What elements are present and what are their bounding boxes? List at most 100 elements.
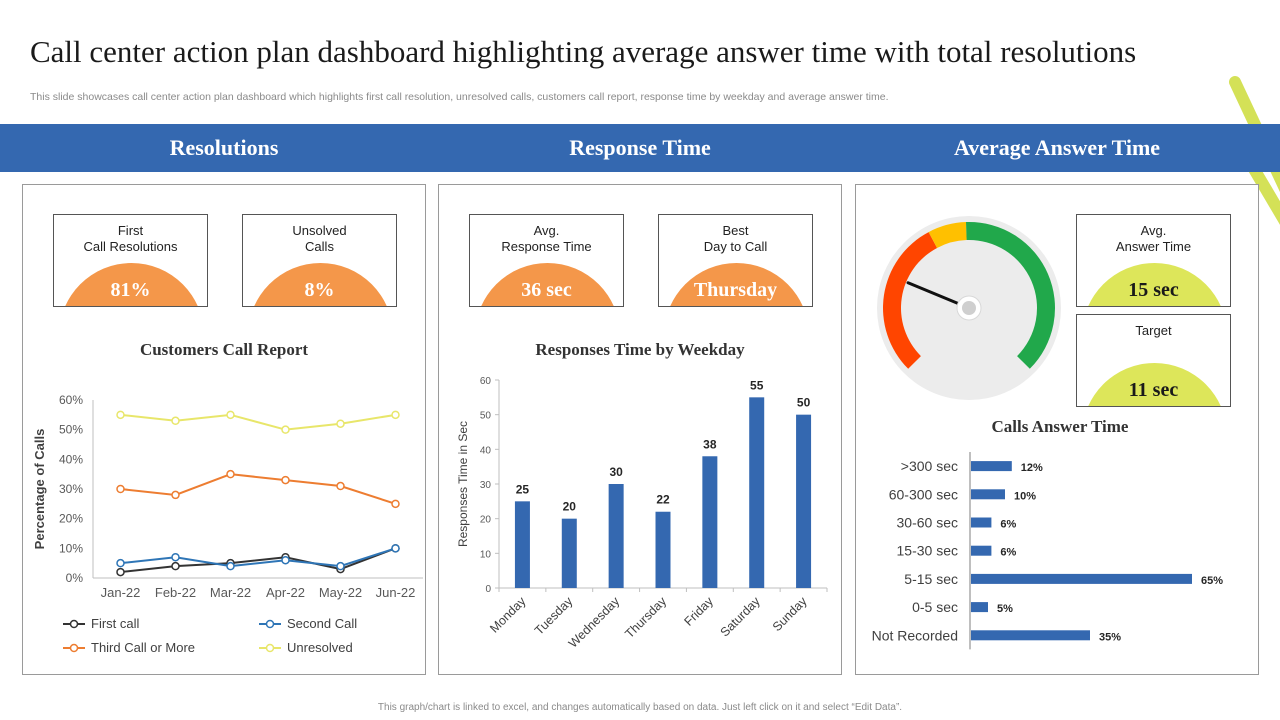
hbar-data-label: 6% xyxy=(1000,519,1016,531)
best-day-to-call-card: Best Day to Call Thursday xyxy=(658,214,813,307)
bar-chart-y-tick-label: 10 xyxy=(480,549,492,560)
series-line-unresolved xyxy=(120,413,396,431)
line-chart-x-tick-label: Apr-22 xyxy=(266,585,305,600)
data-point-unresolved xyxy=(171,416,180,426)
hbar-data-label: 5% xyxy=(997,603,1013,615)
bar-chart-x-tick-label: Saturday xyxy=(718,594,764,640)
data-point-third-call-or-more xyxy=(336,481,345,491)
bar-chart-y-tick-label: 0 xyxy=(485,584,491,595)
hbar-category-label: Not Recorded xyxy=(872,627,958,643)
data-point-unresolved xyxy=(391,410,400,420)
bar-thursday xyxy=(655,511,671,588)
calls-answer-time-title: Calls Answer Time xyxy=(991,417,1129,436)
customers-call-report-title: Customers Call Report xyxy=(139,340,309,359)
section-header-band: Resolutions Response Time Average Answer… xyxy=(0,124,1280,172)
avg-response-time-label: Avg. Response Time xyxy=(501,223,592,254)
page-title: Call center action plan dashboard highli… xyxy=(30,34,1137,69)
data-point-second-call xyxy=(281,555,290,565)
gauge-yellow-zone xyxy=(928,222,967,248)
target-label: Target xyxy=(1135,323,1172,338)
responses-time-by-weekday-title: Responses Time by Weekday xyxy=(535,340,745,359)
legend-item-unresolved: Unresolved xyxy=(259,640,353,655)
data-point-unresolved xyxy=(116,410,125,420)
target-card: Target 11 sec xyxy=(1076,314,1231,407)
hbar-data-label: 6% xyxy=(1000,547,1016,559)
bar-chart-y-axis-label: Responses Time in Sec xyxy=(456,421,470,547)
best-day-to-call-label: Best Day to Call xyxy=(703,223,768,254)
gauge-green-zone xyxy=(965,222,1055,369)
bar-data-label: 22 xyxy=(656,493,670,507)
data-point-second-call xyxy=(391,544,400,553)
hbar-300-sec xyxy=(971,461,1012,472)
hbar-data-label: 10% xyxy=(1014,490,1036,502)
legend-label: Third Call or More xyxy=(91,640,195,655)
legend-label: First call xyxy=(91,616,140,631)
hbar-not-recorded xyxy=(971,630,1090,641)
line-chart-y-tick-label: 10% xyxy=(59,541,83,555)
bar-chart-y-tick-label: 20 xyxy=(480,515,492,526)
line-chart-y-tick-label: 50% xyxy=(59,423,83,437)
legend-item-first-call: First call xyxy=(63,616,140,631)
line-chart-x-tick-label: Jan-22 xyxy=(101,585,141,600)
avg-answer-time-value: 15 sec xyxy=(1128,279,1179,301)
data-point-third-call-or-more xyxy=(281,475,290,485)
calls-answer-time-chart: >300 sec 12% 60-300 sec 10% 30-60 sec 6% 15-30… xyxy=(872,452,1223,650)
hbar-data-label: 35% xyxy=(1099,631,1121,643)
hbar-category-label: 30-60 sec xyxy=(897,515,958,531)
bar-wednesday xyxy=(608,484,624,588)
legend-marker xyxy=(265,619,275,629)
legend-marker xyxy=(69,643,79,653)
line-chart-x-tick-label: May-22 xyxy=(319,585,362,600)
first-call-resolutions-value: 81% xyxy=(110,279,151,301)
line-chart-x-tick-label: Mar-22 xyxy=(210,585,251,600)
page-subtitle: This slide showcases call center action … xyxy=(30,91,889,103)
average-answer-time-panel: Avg. Answer Time 15 sec Target 11 sec Ca… xyxy=(855,184,1259,675)
hbar-0-5-sec xyxy=(971,602,988,613)
avg-answer-time-card: Avg. Answer Time 15 sec xyxy=(1076,214,1231,307)
bar-chart-x-tick-label: Wednesday xyxy=(566,594,623,651)
series-line-second-call xyxy=(120,547,396,568)
legend-item-third-call-or-more: Third Call or More xyxy=(63,640,195,655)
bar-data-label: 25 xyxy=(516,482,530,496)
gauge-red-zone xyxy=(883,232,938,369)
hbar-category-label: 5-15 sec xyxy=(904,571,958,587)
bar-chart-x-tick-label: Thursday xyxy=(622,594,669,641)
data-point-first-call xyxy=(171,561,180,571)
unsolved-calls-label: Unsolved Calls xyxy=(292,223,347,254)
bar-chart-x-tick-label: Friday xyxy=(682,594,717,629)
section-average-answer-time-title: Average Answer Time xyxy=(953,135,1161,160)
data-point-third-call-or-more xyxy=(226,469,235,479)
line-chart-x-tick-label: Jun-22 xyxy=(376,585,416,600)
hbar-category-label: >300 sec xyxy=(901,458,958,474)
best-day-to-call-value: Thursday xyxy=(693,279,778,301)
hbar-data-label: 65% xyxy=(1201,575,1223,587)
bar-chart-y-tick-label: 40 xyxy=(480,445,492,456)
series-line-third-call-or-more xyxy=(120,473,396,505)
line-chart-x-tick-label: Feb-22 xyxy=(155,585,196,600)
first-call-resolutions-card: First Call Resolutions 81% xyxy=(53,214,208,307)
bar-saturday xyxy=(749,397,765,588)
target-value: 11 sec xyxy=(1128,379,1179,401)
bar-sunday xyxy=(796,414,812,588)
section-response-time-title: Response Time xyxy=(569,135,711,160)
hbar-data-label: 12% xyxy=(1021,462,1043,474)
section-resolutions-title: Resolutions xyxy=(169,135,279,160)
bar-chart-y-tick-label: 60 xyxy=(480,376,492,387)
bar-chart-x-tick-label: Sunday xyxy=(770,594,810,634)
customers-call-report-chart: 0% 10% 20% 30% 40% 50% 60% Jan-22 Feb-22 Mar-22 Ap… xyxy=(32,393,423,655)
hbar-category-label: 60-300 sec xyxy=(889,486,958,502)
data-point-second-call xyxy=(171,552,180,562)
line-chart-y-axis-label: Percentage of Calls xyxy=(32,429,47,550)
data-point-second-call xyxy=(226,561,235,571)
legend-label: Unresolved xyxy=(287,640,353,655)
avg-response-time-value: 36 sec xyxy=(521,279,572,301)
answer-time-gauge xyxy=(877,216,1061,400)
bar-data-label: 20 xyxy=(563,500,577,514)
unsolved-calls-value: 8% xyxy=(304,279,335,301)
bar-chart-y-tick-label: 50 xyxy=(480,411,492,422)
resolutions-panel: First Call Resolutions 81% Unsolved Call… xyxy=(22,184,426,675)
avg-answer-time-label: Avg. Answer Time xyxy=(1115,223,1192,254)
hbar-60-300-sec xyxy=(971,489,1005,500)
legend-marker xyxy=(265,643,275,653)
data-point-second-call xyxy=(116,558,125,568)
